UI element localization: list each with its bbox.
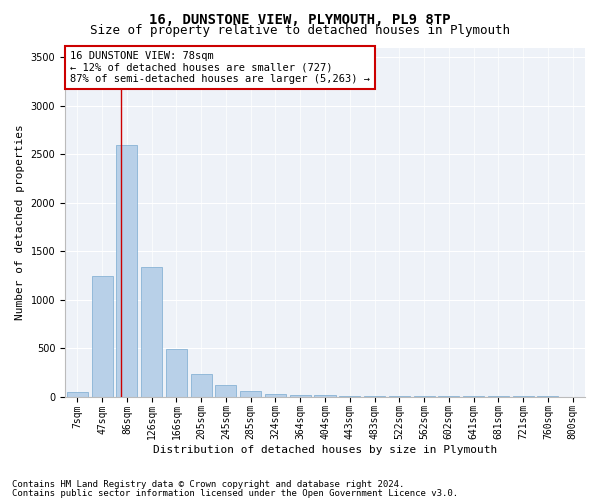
Bar [191,374,212,396]
Bar [290,394,311,396]
Bar [116,146,137,396]
Bar [67,392,88,396]
Bar [92,276,113,396]
Y-axis label: Number of detached properties: Number of detached properties [15,124,25,320]
Bar [314,395,335,396]
Bar [141,266,162,396]
Bar [265,394,286,396]
X-axis label: Distribution of detached houses by size in Plymouth: Distribution of detached houses by size … [153,445,497,455]
Text: Contains HM Land Registry data © Crown copyright and database right 2024.: Contains HM Land Registry data © Crown c… [12,480,404,489]
Bar [215,386,236,396]
Text: Contains public sector information licensed under the Open Government Licence v3: Contains public sector information licen… [12,489,458,498]
Text: 16, DUNSTONE VIEW, PLYMOUTH, PL9 8TP: 16, DUNSTONE VIEW, PLYMOUTH, PL9 8TP [149,12,451,26]
Bar [166,349,187,397]
Text: Size of property relative to detached houses in Plymouth: Size of property relative to detached ho… [90,24,510,37]
Bar [240,391,261,396]
Text: 16 DUNSTONE VIEW: 78sqm
← 12% of detached houses are smaller (727)
87% of semi-d: 16 DUNSTONE VIEW: 78sqm ← 12% of detache… [70,51,370,84]
